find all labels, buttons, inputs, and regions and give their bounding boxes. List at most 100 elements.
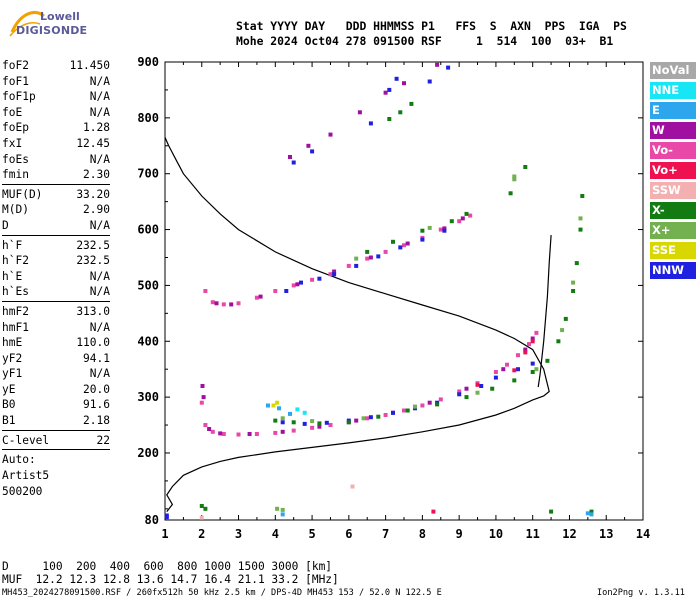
echo-point-x- bbox=[578, 216, 583, 221]
echo-point-vo- bbox=[457, 389, 462, 394]
electron-density-profile bbox=[164, 137, 550, 512]
echo-point-x- bbox=[571, 289, 576, 293]
param-row: yF1 N/A bbox=[2, 366, 110, 382]
echo-point-w bbox=[530, 336, 535, 341]
param-value: 2.90 bbox=[83, 203, 110, 217]
echo-point-x- bbox=[387, 117, 392, 121]
echo-point-vo- bbox=[273, 289, 278, 293]
echo-point-w bbox=[280, 429, 285, 434]
param-name: B0 bbox=[2, 398, 16, 412]
param-name: fxI bbox=[2, 136, 23, 150]
divider bbox=[2, 183, 110, 185]
echo-point-x- bbox=[376, 414, 381, 419]
param-value: 313.0 bbox=[76, 304, 110, 318]
echo-point-x- bbox=[574, 261, 579, 266]
echo-point-w bbox=[442, 226, 447, 231]
echo-point-vo- bbox=[383, 413, 388, 417]
echo-point-x- bbox=[427, 225, 432, 230]
echo-point-w bbox=[317, 424, 322, 429]
param-value: 2.30 bbox=[83, 168, 110, 182]
echo-point-w bbox=[402, 81, 406, 86]
echo-point-w bbox=[200, 384, 205, 388]
y-tick-label: 900 bbox=[137, 55, 159, 69]
echo-point-sse bbox=[275, 400, 280, 405]
profile-extension bbox=[537, 235, 552, 388]
echo-point-vo- bbox=[402, 408, 406, 413]
echo-point-w bbox=[501, 367, 506, 372]
param-row: fmin 2.30 bbox=[2, 167, 110, 183]
echo-point-x- bbox=[291, 420, 296, 425]
param-value: 20.0 bbox=[83, 382, 110, 396]
param-row: h`F 232.5 bbox=[2, 238, 110, 254]
echo-point-e bbox=[266, 403, 270, 408]
echo-point-x- bbox=[409, 101, 414, 106]
echo-point-x- bbox=[580, 194, 585, 198]
echo-point-vo- bbox=[273, 430, 278, 435]
echo-point-nne bbox=[302, 410, 307, 415]
echo-point-e bbox=[585, 511, 590, 516]
echo-point-vo- bbox=[438, 397, 443, 402]
echo-point-w bbox=[288, 155, 292, 159]
echo-point-nnw bbox=[317, 276, 322, 281]
param-name: foF2 bbox=[2, 59, 29, 72]
echo-point-nnw bbox=[324, 420, 329, 425]
echo-point-x- bbox=[490, 386, 495, 391]
param-value: 110.0 bbox=[76, 336, 110, 350]
echo-point-x- bbox=[475, 390, 480, 395]
echo-point-x- bbox=[280, 416, 285, 421]
echo-point-w bbox=[295, 282, 300, 287]
y-tick-label: 800 bbox=[137, 111, 159, 125]
echo-point-nnw bbox=[368, 121, 373, 126]
echo-point-nnw bbox=[420, 237, 425, 242]
echo-point-w bbox=[328, 132, 333, 137]
y-tick-label: 80 bbox=[145, 513, 159, 527]
echo-point-x- bbox=[512, 174, 517, 179]
divider bbox=[2, 449, 110, 451]
x-tick-label: 8 bbox=[419, 527, 426, 541]
x-tick-label: 5 bbox=[308, 527, 315, 541]
echo-point-x- bbox=[512, 378, 517, 383]
echo-point-x- bbox=[203, 506, 208, 511]
param-value: 91.6 bbox=[83, 398, 110, 412]
echo-point-x- bbox=[545, 358, 550, 363]
echo-point-nnw bbox=[427, 79, 432, 84]
echo-point-w bbox=[218, 431, 223, 436]
param-row: h`F2 232.5 bbox=[2, 253, 110, 269]
param-row: foEs N/A bbox=[2, 152, 110, 168]
param-row: hmF2 313.0 bbox=[2, 304, 110, 320]
echo-point-vo- bbox=[199, 400, 204, 405]
echo-point-vo- bbox=[523, 350, 528, 355]
echo-point-x- bbox=[589, 509, 594, 514]
param-value: 2.18 bbox=[83, 414, 110, 428]
echo-point-w bbox=[214, 301, 219, 306]
param-value: 12.45 bbox=[76, 136, 110, 150]
echo-point-nnw bbox=[516, 367, 520, 372]
echo-point-vo- bbox=[310, 277, 315, 282]
param-value: N/A bbox=[89, 367, 110, 381]
footer-file-info: MH453_2024278091500.RSF / 260fx512h 50 k… bbox=[2, 588, 442, 598]
echo-point-e bbox=[589, 512, 594, 517]
echo-point-nnw bbox=[457, 392, 462, 397]
legend-item: Vo+ bbox=[650, 162, 696, 179]
param-name: hmE bbox=[2, 336, 23, 350]
echo-point-w bbox=[229, 302, 234, 307]
echo-point-x- bbox=[571, 280, 576, 285]
y-tick-label: 700 bbox=[137, 167, 159, 181]
x-tick-label: 13 bbox=[599, 527, 613, 541]
param-name: foEs bbox=[2, 152, 29, 166]
x-tick-label: 10 bbox=[489, 527, 503, 541]
echo-point-e bbox=[288, 411, 292, 416]
x-tick-label: 11 bbox=[525, 527, 539, 541]
muf-frequency-row: MUF 12.2 12.3 12.8 13.6 14.7 16.4 21.1 3… bbox=[2, 573, 339, 586]
param-name: fmin bbox=[2, 168, 29, 182]
param-name: MUF(D) bbox=[2, 187, 43, 201]
param-row: fxI 12.45 bbox=[2, 136, 110, 152]
echo-point-nnw bbox=[394, 76, 399, 81]
echo-point-vo- bbox=[475, 382, 480, 387]
echo-point-w bbox=[258, 294, 263, 299]
echo-point-vo- bbox=[512, 368, 517, 373]
param-name: D bbox=[2, 218, 9, 232]
echo-point-vo- bbox=[236, 301, 241, 306]
echo-point-vo- bbox=[291, 428, 296, 433]
autoscaling-info: Auto: Artist5 500200 bbox=[2, 452, 110, 500]
